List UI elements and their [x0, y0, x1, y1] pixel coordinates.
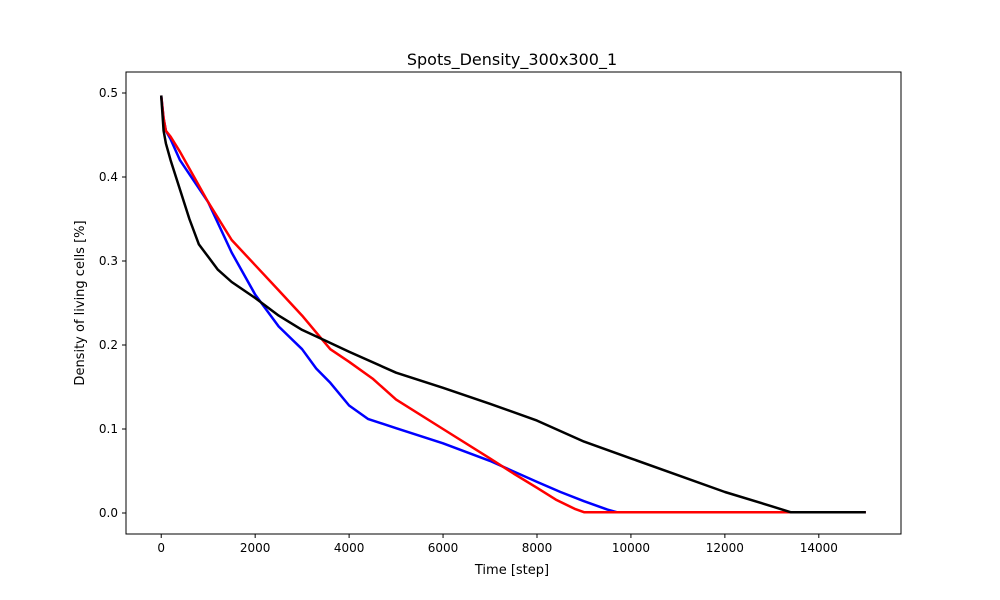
y-tick-label: 0.5 — [99, 86, 118, 100]
x-tick-label: 2000 — [240, 541, 271, 555]
x-tick-label: 8000 — [522, 541, 553, 555]
chart-title: Spots_Density_300x300_1 — [407, 50, 617, 70]
series-line-2 — [159, 95, 866, 514]
y-tick-label: 0.4 — [99, 170, 118, 184]
x-tick-label: 6000 — [428, 541, 459, 555]
y-tick-label: 0.2 — [99, 338, 118, 352]
y-axis-label: Density of living cells [%] — [73, 220, 88, 385]
y-tick-label: 0.3 — [99, 254, 118, 268]
series-line-1 — [159, 95, 866, 514]
plot-area-frame — [125, 71, 902, 535]
x-tick-label: 10000 — [612, 541, 650, 555]
series-line-3 — [159, 95, 866, 514]
x-tick-label: 4000 — [334, 541, 365, 555]
x-tick-label: 14000 — [800, 541, 838, 555]
y-tick-label: 0.1 — [99, 422, 118, 436]
x-axis-label: Time [step] — [474, 563, 549, 578]
x-tick-label: 0 — [157, 541, 165, 555]
y-axis-ticks: 0.0 0.1 0.2 0.3 0.4 0.5 — [99, 86, 126, 520]
x-axis-ticks: 0 2000 4000 6000 8000 10000 12000 14000 — [157, 534, 838, 555]
x-tick-label: 12000 — [706, 541, 744, 555]
y-tick-label: 0.0 — [99, 506, 118, 520]
series-layer — [159, 95, 866, 514]
